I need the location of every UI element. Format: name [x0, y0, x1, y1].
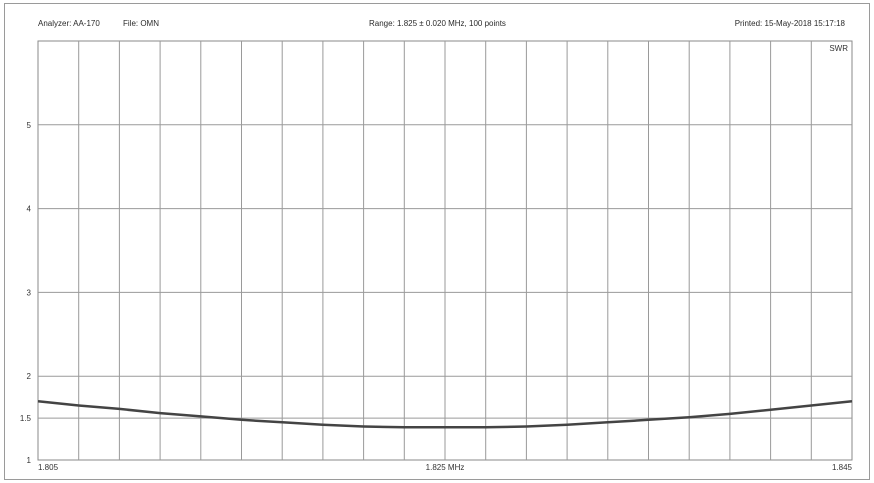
y-tick-label: 5 — [27, 121, 32, 130]
x-tick-label: 1.805 — [38, 463, 59, 472]
y-tick-label: 3 — [27, 288, 32, 297]
y-tick-label: 2 — [27, 372, 32, 381]
printed-label: Printed: 15-May-2018 15:17:18 — [734, 19, 845, 28]
range-label: Range: 1.825 ± 0.020 MHz, 100 points — [369, 19, 506, 28]
swr-curve — [37, 400, 853, 429]
chart-frame — [4, 3, 870, 480]
file-label: File: OMN — [123, 19, 159, 28]
y-tick-label: 1.5 — [20, 414, 32, 423]
analyzer-label: Analyzer: AA-170 — [38, 19, 100, 28]
x-tick-label: 1.845 — [832, 463, 853, 472]
y-tick-label: 4 — [27, 205, 32, 214]
y-tick-label: 1 — [27, 456, 32, 465]
swr-axis-label: SWR — [829, 44, 848, 53]
x-tick-label: 1.825 MHz — [426, 463, 465, 472]
